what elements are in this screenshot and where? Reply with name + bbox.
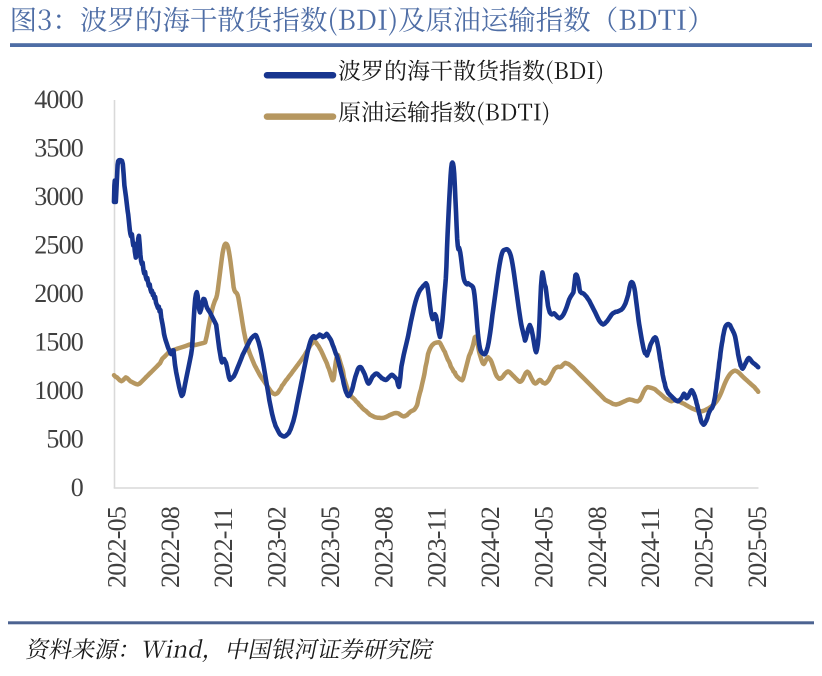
svg-text:2022-05: 2022-05 <box>102 507 131 588</box>
svg-text:2024-02: 2024-02 <box>476 507 505 588</box>
svg-text:2022-11: 2022-11 <box>209 508 238 588</box>
svg-text:2024-05: 2024-05 <box>529 507 558 588</box>
svg-text:2025-02: 2025-02 <box>690 507 719 588</box>
svg-text:2023-05: 2023-05 <box>316 507 345 588</box>
svg-text:0: 0 <box>71 473 84 502</box>
svg-text:2024-08: 2024-08 <box>583 506 612 588</box>
svg-text:3000: 3000 <box>34 182 84 211</box>
svg-text:1000: 1000 <box>34 376 84 405</box>
svg-text:4000: 4000 <box>34 85 84 114</box>
svg-text:2000: 2000 <box>34 279 84 308</box>
svg-text:2025-05: 2025-05 <box>743 507 772 588</box>
svg-text:3500: 3500 <box>34 134 84 163</box>
svg-text:2024-11: 2024-11 <box>636 508 665 588</box>
svg-text:2023-11: 2023-11 <box>423 508 452 588</box>
svg-text:2022-08: 2022-08 <box>156 506 185 588</box>
svg-text:2500: 2500 <box>34 231 84 260</box>
svg-text:1500: 1500 <box>34 328 84 357</box>
svg-text:500: 500 <box>46 425 83 454</box>
svg-text:2023-08: 2023-08 <box>369 506 398 588</box>
svg-text:2023-02: 2023-02 <box>263 507 292 588</box>
